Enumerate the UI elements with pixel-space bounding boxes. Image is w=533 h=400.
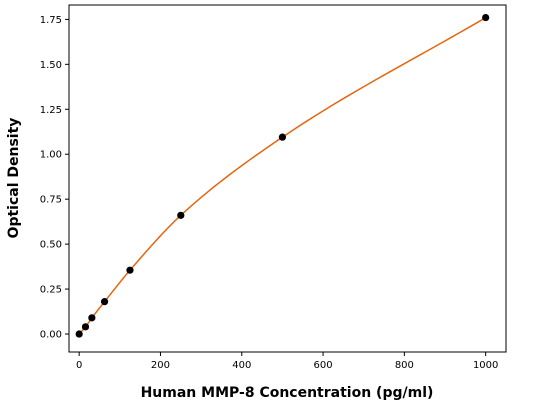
x-axis: 0 200 400 600 800 1000 [76, 352, 498, 371]
x-tick-label: 200 [151, 360, 170, 371]
data-point [278, 133, 287, 141]
y-tick-label: 0.75 [40, 195, 62, 206]
y-tick-label: 1.25 [40, 105, 62, 116]
data-point [88, 314, 96, 322]
plot-frame [68, 4, 507, 353]
data-points-layer [75, 13, 490, 338]
data-point [81, 323, 90, 331]
data-point [482, 13, 490, 22]
y-tick-label: 0.50 [40, 240, 62, 251]
fit-curve-layer [78, 16, 487, 335]
data-point [126, 266, 134, 274]
data-point [177, 211, 185, 219]
x-tick-label: 800 [395, 360, 414, 371]
y-axis-title: Optical Density [6, 118, 22, 239]
x-tick-label: 0 [76, 360, 82, 371]
x-tick-label: 600 [314, 360, 333, 371]
y-axis: 0.00 0.25 0.50 0.75 1.00 1.25 1.50 1.75 [40, 15, 69, 341]
x-axis-title: Human MMP-8 Concentration (pg/ml) [141, 385, 434, 400]
y-tick-label: 0.25 [40, 285, 62, 296]
x-tick-label: 400 [232, 360, 251, 371]
y-tick-label: 1.00 [40, 150, 62, 161]
data-point [75, 330, 83, 338]
fit-curve-line [78, 16, 487, 335]
y-tick-label: 1.75 [40, 15, 62, 26]
x-tick-label: 1000 [473, 360, 498, 371]
y-tick-label: 1.50 [40, 60, 62, 71]
data-point [100, 298, 109, 306]
y-tick-label: 0.00 [40, 330, 62, 341]
